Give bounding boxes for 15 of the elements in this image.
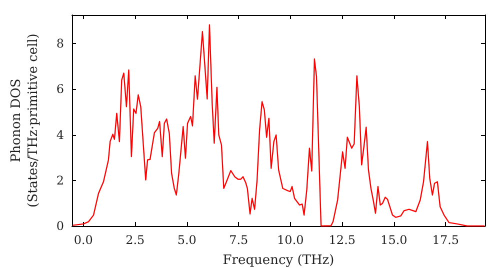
y-tick-label: 4 [56, 128, 64, 142]
x-axis-title: Frequency (THz) [222, 253, 334, 268]
x-tick-label: 7.5 [229, 233, 248, 247]
x-tick-label: 12.5 [328, 233, 356, 247]
y-tick-label: 0 [56, 219, 64, 233]
x-tick-label: 15.0 [380, 233, 408, 247]
x-tick-label: 17.5 [432, 233, 460, 247]
x-tick-label: 2.5 [126, 233, 145, 247]
y-tick-label: 2 [56, 173, 64, 188]
x-tick-label: 10.0 [277, 233, 304, 247]
y-tick-label: 8 [56, 36, 64, 51]
x-tick-label: 5.0 [177, 233, 196, 247]
y-axis-title: Phonon DOS (States/THz·primitive cell) [9, 33, 41, 208]
y-tick-label: 6 [56, 82, 64, 96]
x-tick-label: 0.0 [74, 233, 93, 247]
